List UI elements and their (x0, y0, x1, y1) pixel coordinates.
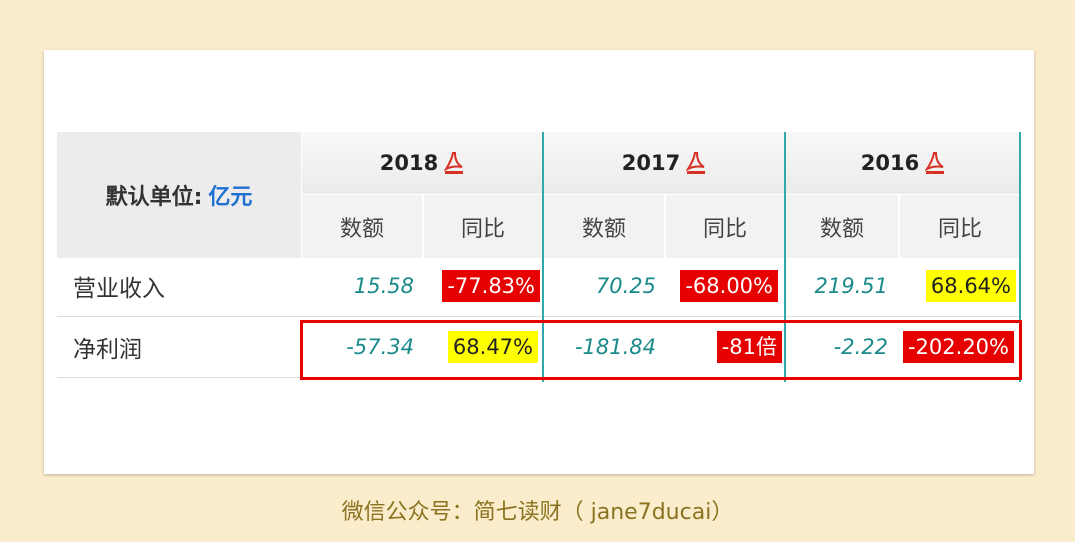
status-badge: -81倍 (716, 331, 782, 363)
unit-header: 默认单位: 亿元 (57, 132, 301, 258)
unit-label: 默认单位: (105, 185, 203, 210)
column-divider (542, 132, 544, 382)
net-profit-2018-yoy: 68.47% (424, 318, 538, 376)
revenue-2016-amount: 219.51 (814, 274, 888, 298)
status-badge: -202.20% (902, 331, 1014, 363)
revenue-2017-yoy: -68.00% (666, 257, 778, 315)
status-badge: 68.47% (447, 331, 538, 363)
pdf-icon[interactable] (685, 152, 706, 174)
column-divider (784, 132, 786, 382)
year-header-2016: 2016 (786, 132, 1020, 194)
year-label: 2018 (379, 151, 439, 175)
row-label-revenue: 营业收入 (73, 276, 165, 302)
subheader-yoy: 同比 (424, 195, 542, 258)
net-profit-2017-yoy: -81倍 (666, 318, 782, 376)
year-label: 2017 (621, 151, 681, 175)
net-profit-2018-amount: -57.34 (346, 335, 414, 359)
footer-caption: 微信公众号：简七读财（ jane7ducai） (341, 500, 734, 525)
status-badge: -68.00% (680, 270, 778, 302)
year-label: 2016 (860, 151, 920, 175)
year-header-2017: 2017 (544, 132, 784, 194)
column-divider (1019, 132, 1021, 382)
row-divider (57, 316, 1020, 317)
status-badge: -77.83% (442, 270, 540, 302)
net-profit-2017-amount: -181.84 (574, 335, 656, 359)
subheader-amount: 数额 (786, 195, 898, 258)
pdf-icon[interactable] (443, 152, 464, 174)
revenue-2017-amount: 70.25 (595, 274, 656, 298)
highlight-box (300, 320, 1022, 380)
revenue-2016-yoy: 68.64% (900, 257, 1016, 315)
financial-table-card: 默认单位: 亿元 2018 2017 2016 数额 同比 数额 同比 数额 (44, 50, 1034, 474)
unit-value: 亿元 (208, 185, 253, 210)
revenue-2018-amount: 15.58 (353, 274, 414, 298)
year-header-2018: 2018 (302, 132, 542, 194)
pdf-icon[interactable] (924, 152, 945, 174)
subheader-yoy: 同比 (900, 195, 1020, 258)
financial-table: 默认单位: 亿元 2018 2017 2016 数额 同比 数额 同比 数额 (44, 50, 1034, 474)
revenue-2018-yoy: -77.83% (424, 257, 540, 315)
subheader-amount: 数额 (302, 195, 422, 258)
net-profit-2016-amount: -2.22 (833, 335, 888, 359)
subheader-yoy: 同比 (666, 195, 784, 258)
net-profit-2016-yoy: -202.20% (900, 318, 1014, 376)
subheader-amount: 数额 (544, 195, 664, 258)
status-badge: 68.64% (925, 270, 1016, 302)
row-label-net-profit: 净利润 (73, 337, 142, 363)
